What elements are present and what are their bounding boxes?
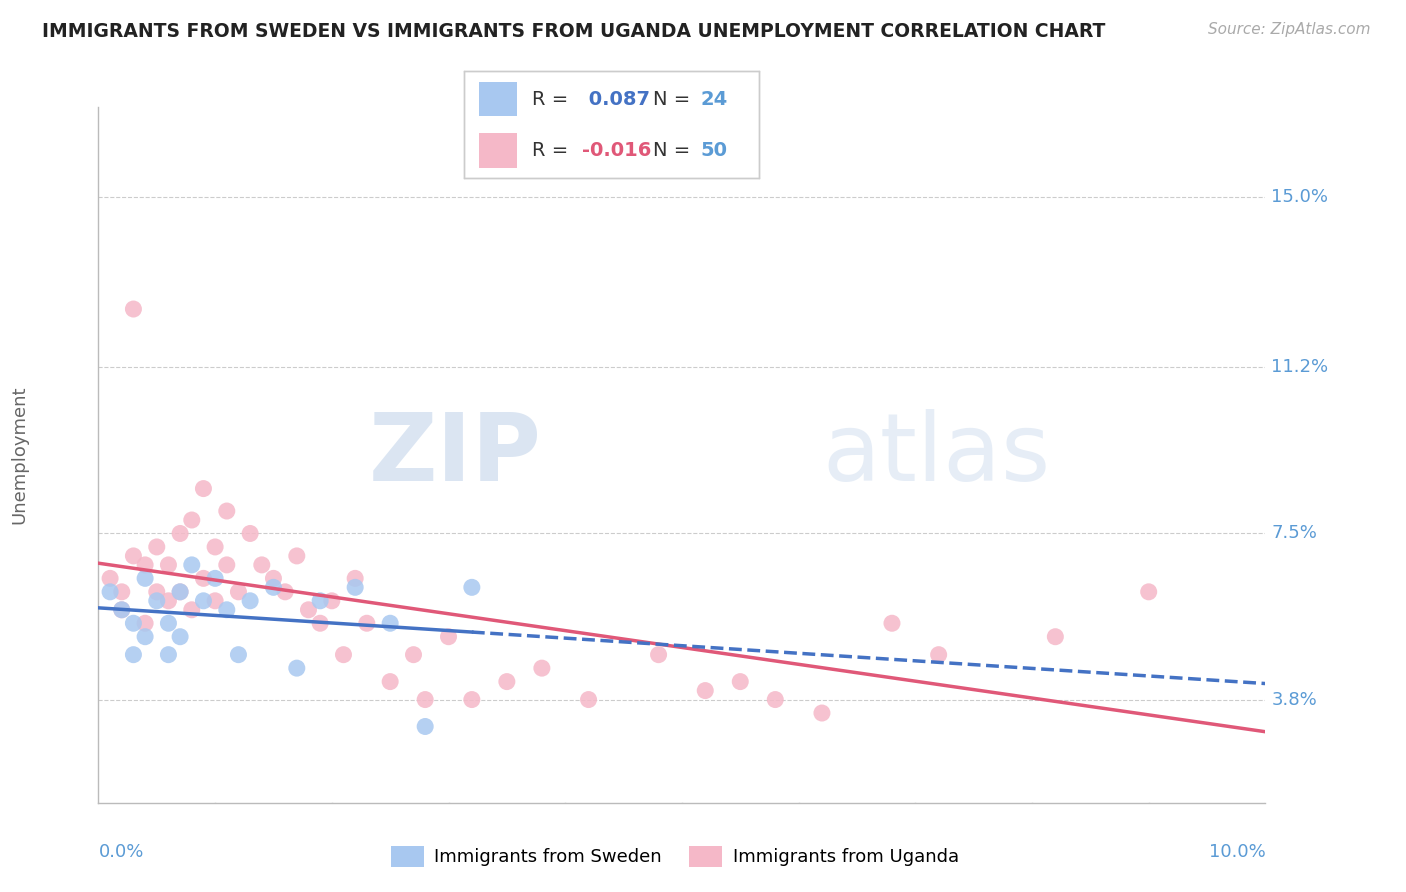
Point xyxy=(262,580,284,594)
Point xyxy=(239,526,262,541)
Point xyxy=(309,594,332,608)
Text: IMMIGRANTS FROM SWEDEN VS IMMIGRANTS FROM UGANDA UNEMPLOYMENT CORRELATION CHART: IMMIGRANTS FROM SWEDEN VS IMMIGRANTS FRO… xyxy=(42,22,1105,41)
Point xyxy=(215,504,238,518)
Point xyxy=(204,571,226,585)
Text: R =: R = xyxy=(531,90,568,109)
Point xyxy=(880,616,903,631)
Point xyxy=(157,558,180,572)
Point xyxy=(146,584,169,599)
Point xyxy=(169,526,191,541)
Point xyxy=(297,603,319,617)
Text: N =: N = xyxy=(652,90,690,109)
Point xyxy=(285,549,308,563)
Point xyxy=(122,549,145,563)
Point xyxy=(356,616,378,631)
Point xyxy=(530,661,553,675)
Point xyxy=(122,648,145,662)
Point xyxy=(98,584,121,599)
Legend: Immigrants from Sweden, Immigrants from Uganda: Immigrants from Sweden, Immigrants from … xyxy=(384,838,966,874)
Point xyxy=(157,616,180,631)
Point xyxy=(274,584,297,599)
Point xyxy=(193,482,215,496)
Point xyxy=(378,616,402,631)
Point xyxy=(437,630,460,644)
Text: 10.0%: 10.0% xyxy=(1209,843,1265,861)
Point xyxy=(111,584,134,599)
Point xyxy=(378,674,402,689)
Point xyxy=(344,580,367,594)
Point xyxy=(180,603,202,617)
Point xyxy=(134,616,156,631)
Text: 3.8%: 3.8% xyxy=(1271,690,1317,708)
Point xyxy=(157,594,180,608)
Text: R =: R = xyxy=(531,141,568,160)
Point xyxy=(111,603,134,617)
Point xyxy=(134,571,156,585)
Point xyxy=(344,571,367,585)
Point xyxy=(928,648,950,662)
Point xyxy=(332,648,354,662)
Text: 24: 24 xyxy=(700,90,727,109)
Point xyxy=(309,616,332,631)
Point xyxy=(695,683,717,698)
Text: 15.0%: 15.0% xyxy=(1271,188,1329,206)
Point xyxy=(578,692,600,706)
Point xyxy=(728,674,751,689)
Point xyxy=(461,692,484,706)
Point xyxy=(134,558,156,572)
Text: -0.016: -0.016 xyxy=(582,141,651,160)
Text: N =: N = xyxy=(652,141,690,160)
Point xyxy=(193,594,215,608)
Point xyxy=(157,648,180,662)
Text: Unemployment: Unemployment xyxy=(10,385,28,524)
Point xyxy=(169,630,191,644)
Text: atlas: atlas xyxy=(823,409,1050,501)
Point xyxy=(98,571,121,585)
Point xyxy=(647,648,669,662)
Point xyxy=(250,558,273,572)
Point xyxy=(122,301,145,316)
Text: ZIP: ZIP xyxy=(368,409,541,501)
Point xyxy=(204,594,226,608)
Point xyxy=(193,571,215,585)
Bar xyxy=(478,82,517,116)
Point xyxy=(169,584,191,599)
Point xyxy=(111,603,134,617)
Point xyxy=(1045,630,1067,644)
Point xyxy=(122,616,145,631)
Point xyxy=(228,584,250,599)
Point xyxy=(413,719,436,733)
Point xyxy=(146,540,169,554)
Text: 50: 50 xyxy=(700,141,727,160)
Point xyxy=(228,648,250,662)
Point xyxy=(134,630,156,644)
Text: 7.5%: 7.5% xyxy=(1271,524,1317,542)
Point xyxy=(321,594,343,608)
Text: 0.0%: 0.0% xyxy=(98,843,143,861)
Point xyxy=(204,540,226,554)
Text: 11.2%: 11.2% xyxy=(1271,359,1329,376)
Point xyxy=(180,558,202,572)
Text: Source: ZipAtlas.com: Source: ZipAtlas.com xyxy=(1208,22,1371,37)
Point xyxy=(402,648,425,662)
Point xyxy=(215,603,238,617)
Point xyxy=(1137,584,1160,599)
Point xyxy=(180,513,202,527)
Text: 0.087: 0.087 xyxy=(582,90,650,109)
Point xyxy=(262,571,284,585)
Point xyxy=(239,594,262,608)
Point xyxy=(495,674,517,689)
Bar xyxy=(478,134,517,168)
Point xyxy=(763,692,786,706)
Point xyxy=(461,580,484,594)
Point xyxy=(146,594,169,608)
Point xyxy=(285,661,308,675)
Point xyxy=(811,706,834,720)
Point xyxy=(169,584,191,599)
Point xyxy=(215,558,238,572)
Point xyxy=(413,692,436,706)
